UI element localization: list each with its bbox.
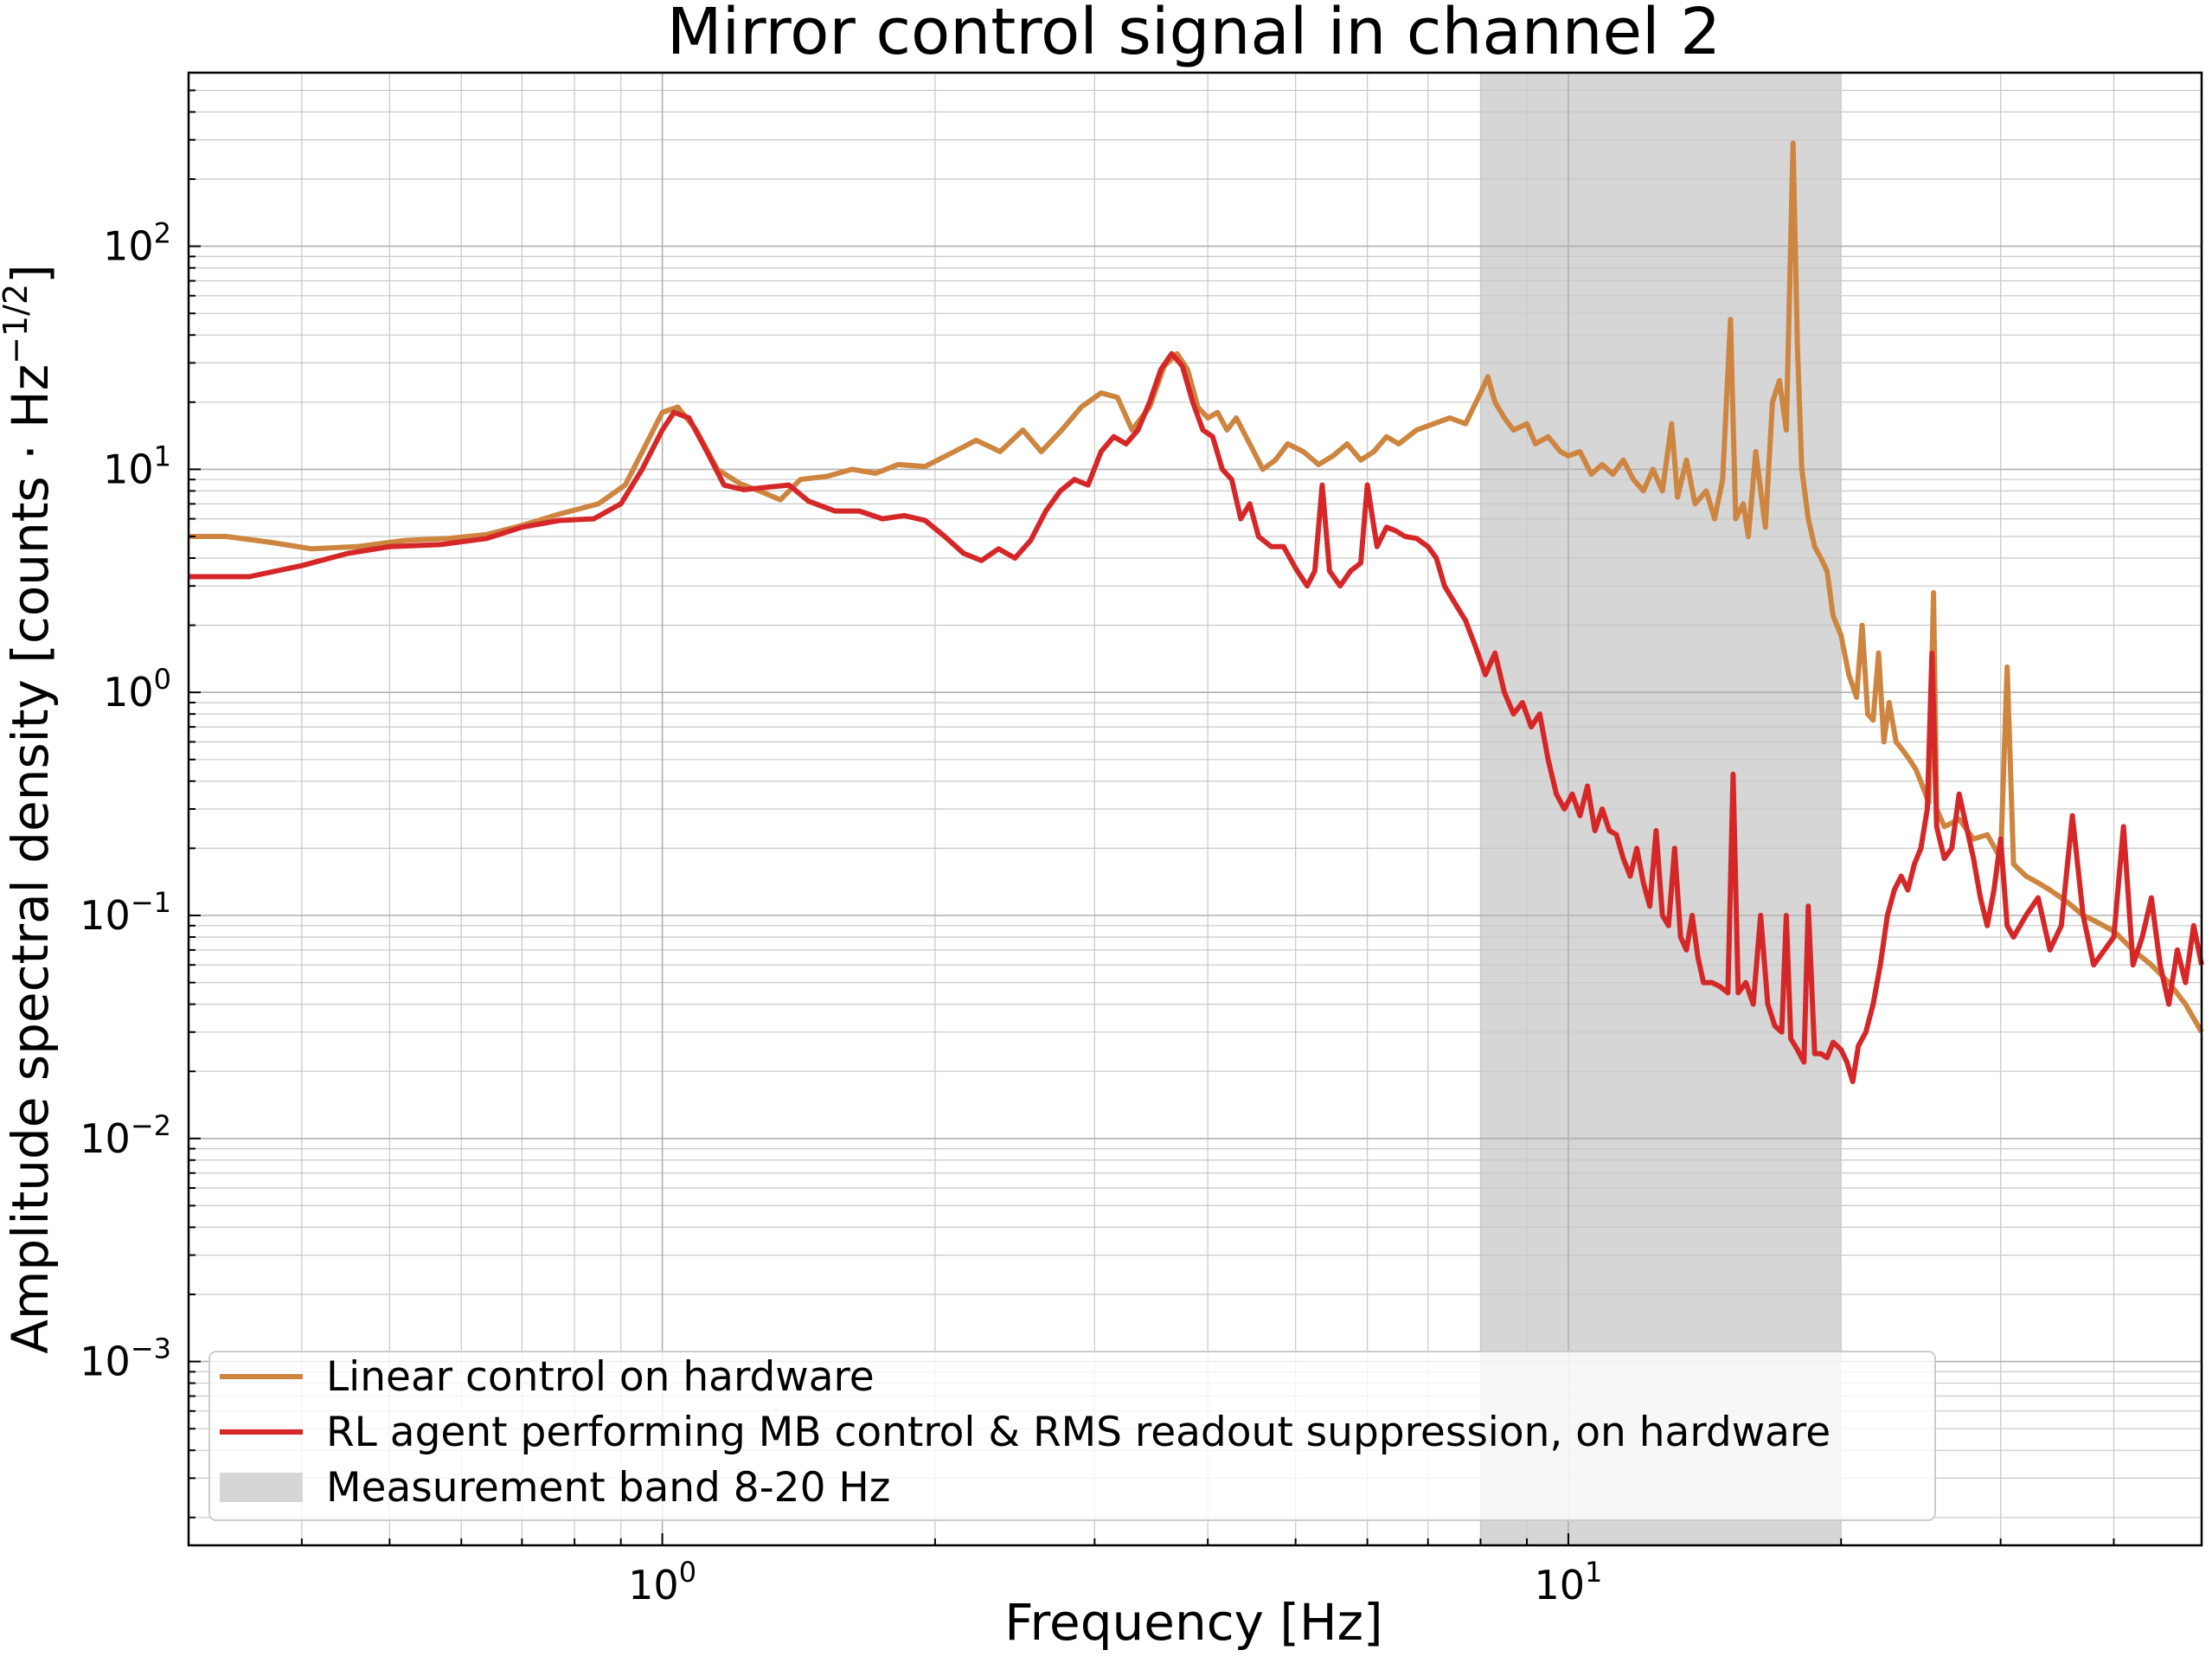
series-line-linear-control [189,140,2204,1034]
series-line-rl-agent [189,350,2204,1084]
y-tick-label-exponent: 2 [154,217,171,250]
chart-title: Mirror control signal in channel 2 [667,0,1721,69]
axis-ticks [188,72,2202,1545]
legend: Linear control on hardware RL agent perf… [208,1351,1936,1521]
legend-swatch-measurement-band [220,1473,303,1502]
y-tick-label-base: 10 [103,446,154,492]
y-tick-label: 10−1 [80,886,171,939]
y-tick-label-base: 10 [80,892,131,939]
y-tick-label: 100 [103,663,171,716]
y-tick-label-base: 10 [103,223,154,270]
y-tick-label: 10−2 [80,1109,171,1162]
y-tick-label: 102 [103,217,171,270]
y-tick-label-exponent: 0 [154,663,171,696]
legend-box [208,1351,1936,1521]
minor-grid [188,72,2202,1545]
y-tick-label-exponent: 1 [154,440,171,472]
plot-area [187,71,2204,1547]
x-axis-label: Frequency [Hz] [1004,1593,1382,1652]
y-axis-label-end: ] [1,264,60,284]
x-tick-label: 100 [628,1556,696,1608]
y-axis-label: Amplitude spectral density [counts · Hz−… [0,264,60,1354]
legend-label-rl-agent: RL agent performing MB control & RMS rea… [326,1409,1831,1456]
x-tick-label-exponent: 0 [679,1556,696,1589]
y-tick-label-base: 10 [80,1339,131,1385]
y-tick-label-base: 10 [103,669,154,716]
x-tick-label: 101 [1534,1556,1602,1608]
x-tick-label-base: 10 [1534,1562,1585,1608]
legend-label-measurement-band: Measurement band 8-20 Hz [326,1464,890,1512]
y-tick-label-exponent: −1 [131,886,171,919]
x-tick-label-base: 10 [628,1562,679,1608]
x-tick-label-exponent: 1 [1585,1556,1602,1589]
x-tick-labels: 100 101 [628,1556,1602,1608]
y-tick-label-base: 10 [80,1115,131,1162]
y-tick-label-exponent: −2 [131,1109,171,1142]
y-tick-label: 101 [103,440,171,492]
legend-label-linear-control: Linear control on hardware [326,1353,875,1401]
y-tick-label: 10−3 [80,1332,171,1385]
y-axis-label-main: Amplitude spectral density [counts · Hz [1,364,60,1354]
y-tick-label-exponent: −3 [131,1332,171,1365]
y-axis-label-superscript: −1/2 [0,284,35,364]
